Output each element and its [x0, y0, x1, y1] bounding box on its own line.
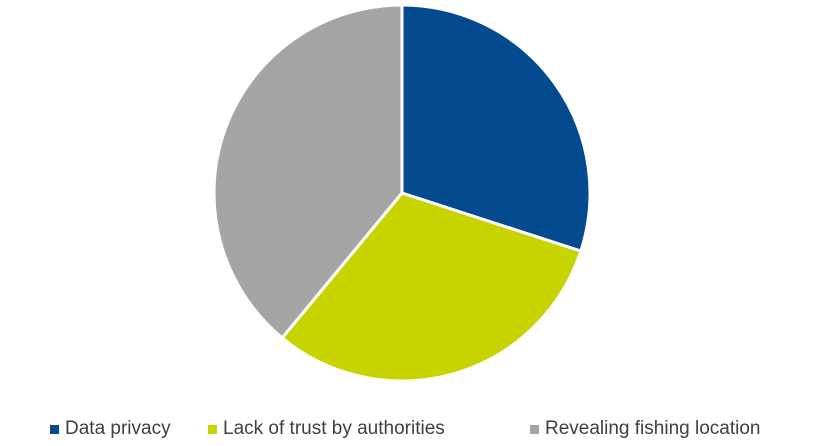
pie-chart-svg: [212, 3, 592, 383]
legend-swatch-revealing-location: [530, 424, 539, 434]
legend-item-data-privacy: Data privacy: [50, 418, 171, 440]
legend-item-revealing-location: Revealing fishing location: [530, 418, 760, 440]
pie-chart: [212, 3, 592, 383]
chart-legend: Data privacy Lack of trust by authoritie…: [0, 418, 814, 442]
legend-swatch-data-privacy: [50, 424, 59, 434]
legend-item-lack-of-trust: Lack of trust by authorities: [208, 418, 445, 440]
pie-slice-lack-of-trust: [280, 191, 583, 383]
legend-swatch-lack-of-trust: [208, 424, 217, 434]
legend-label-revealing-location: Revealing fishing location: [545, 418, 761, 439]
legend-label-data-privacy: Data privacy: [65, 418, 171, 439]
pie-slice-revealing-location: [212, 3, 404, 340]
legend-label-lack-of-trust: Lack of trust by authorities: [223, 418, 445, 439]
pie-slice-data-privacy: [400, 3, 592, 253]
